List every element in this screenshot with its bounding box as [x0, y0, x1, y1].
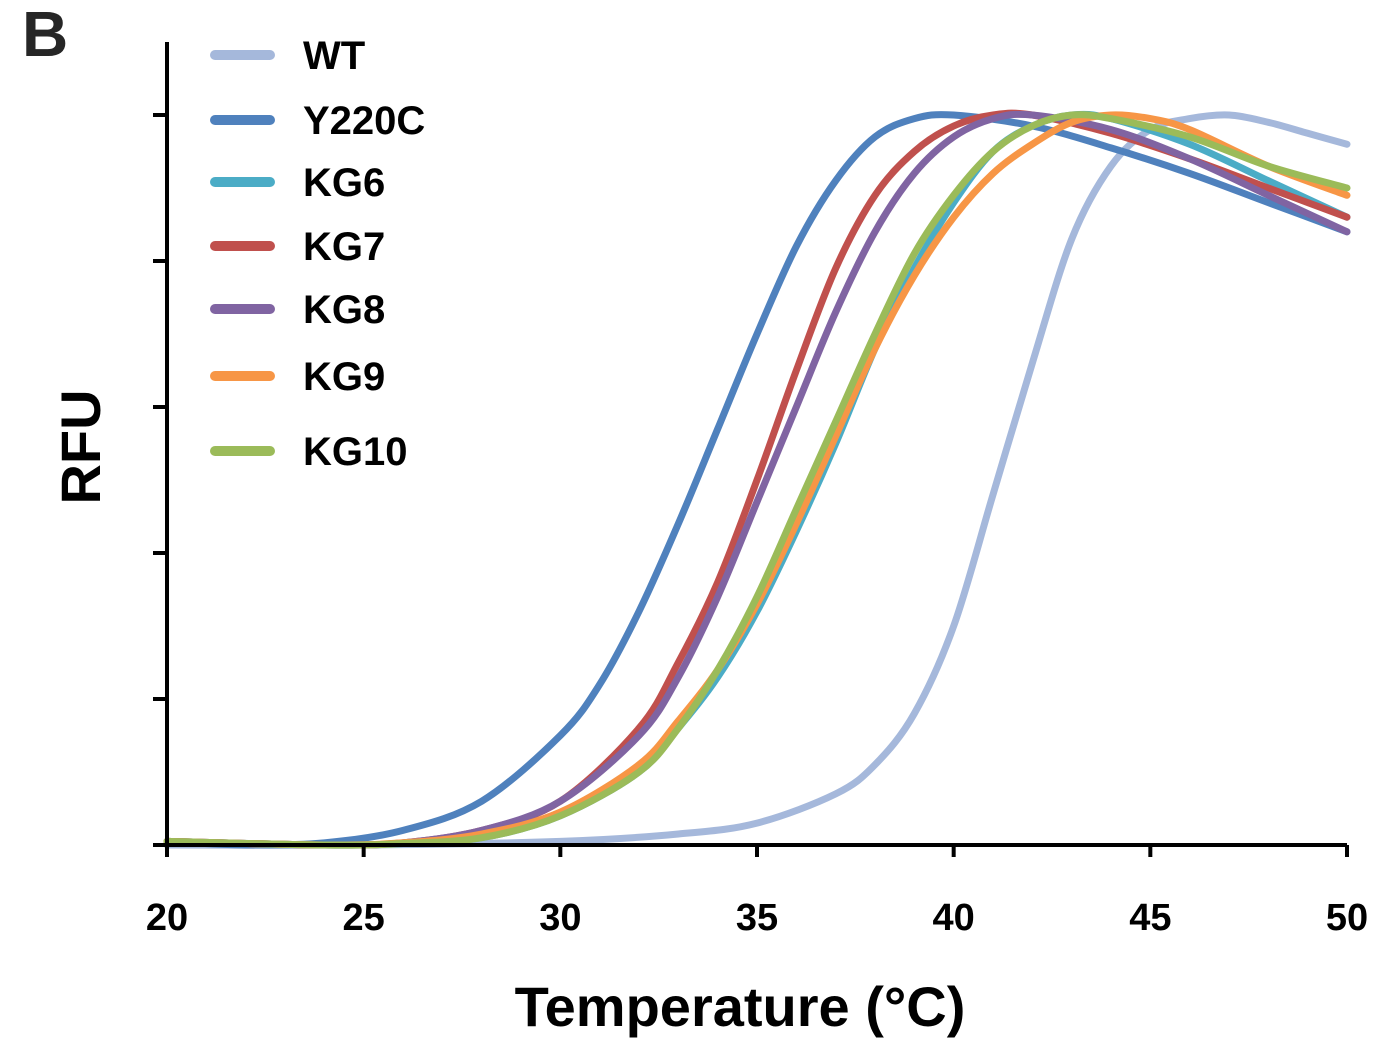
legend-label-kg9: KG9	[303, 355, 385, 399]
x-tick-label-35: 35	[736, 897, 778, 939]
legend: WT Y220C KG6 KG7 KG8 KG9 KG10	[210, 34, 425, 474]
x-tick-label-45: 45	[1129, 897, 1171, 939]
x-axis-title: Temperature (°C)	[515, 975, 966, 1038]
series-line-kg7	[163, 109, 1351, 849]
x-tick-label-30: 30	[539, 897, 581, 939]
legend-label-kg6: KG6	[303, 161, 385, 205]
legend-label-kg10: KG10	[303, 430, 408, 474]
axes	[153, 42, 1347, 847]
series-lines	[163, 109, 1351, 849]
x-tick-label-50: 50	[1326, 897, 1368, 939]
y-ticks	[153, 113, 167, 847]
legend-label-wt: WT	[303, 34, 365, 78]
series-line-kg8	[163, 110, 1351, 849]
panel-label: B	[22, 0, 69, 70]
series-line-kg9	[163, 111, 1351, 849]
x-ticks: 20 25 30 35 40 45 50	[146, 845, 1368, 939]
x-tick-label-25: 25	[343, 897, 385, 939]
series-line-kg10	[163, 111, 1351, 849]
legend-label-kg8: KG8	[303, 288, 385, 332]
x-tick-label-20: 20	[146, 897, 188, 939]
legend-label-kg7: KG7	[303, 225, 385, 269]
x-tick-label-40: 40	[933, 897, 975, 939]
y-axis-title: RFU	[49, 389, 112, 504]
series-line-y220c	[163, 111, 1351, 849]
legend-label-y220c: Y220C	[303, 99, 425, 143]
series-line-wt	[163, 111, 1351, 849]
